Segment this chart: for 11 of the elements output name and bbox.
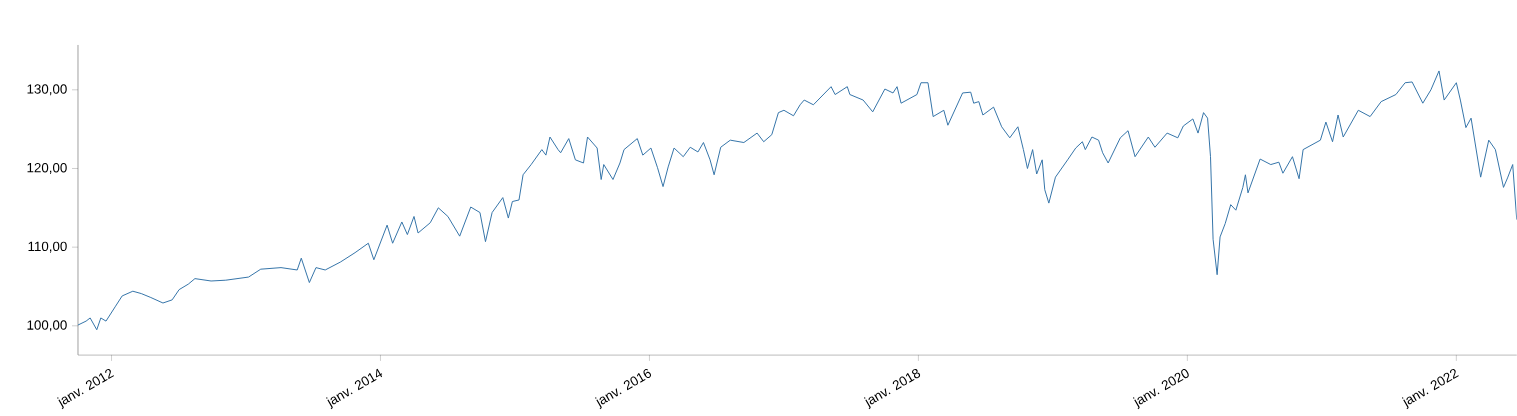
y-tick-label: 100,00 xyxy=(27,320,67,332)
x-tick-label: janv. 2020 xyxy=(1132,369,1189,410)
line-series xyxy=(77,70,1517,331)
x-tick-label: janv. 2022 xyxy=(1401,369,1459,410)
x-tick-label: janv. 2018 xyxy=(863,369,921,410)
x-tick-label: janv. 2014 xyxy=(326,368,383,410)
y-tick-label: 110,00 xyxy=(28,241,67,253)
x-tick-label: janv. 2012 xyxy=(57,369,115,410)
y-tick-label: 130,00 xyxy=(27,84,67,96)
y-tick-label: 120,00 xyxy=(27,163,67,175)
x-tick-label: janv. 2016 xyxy=(595,369,652,410)
